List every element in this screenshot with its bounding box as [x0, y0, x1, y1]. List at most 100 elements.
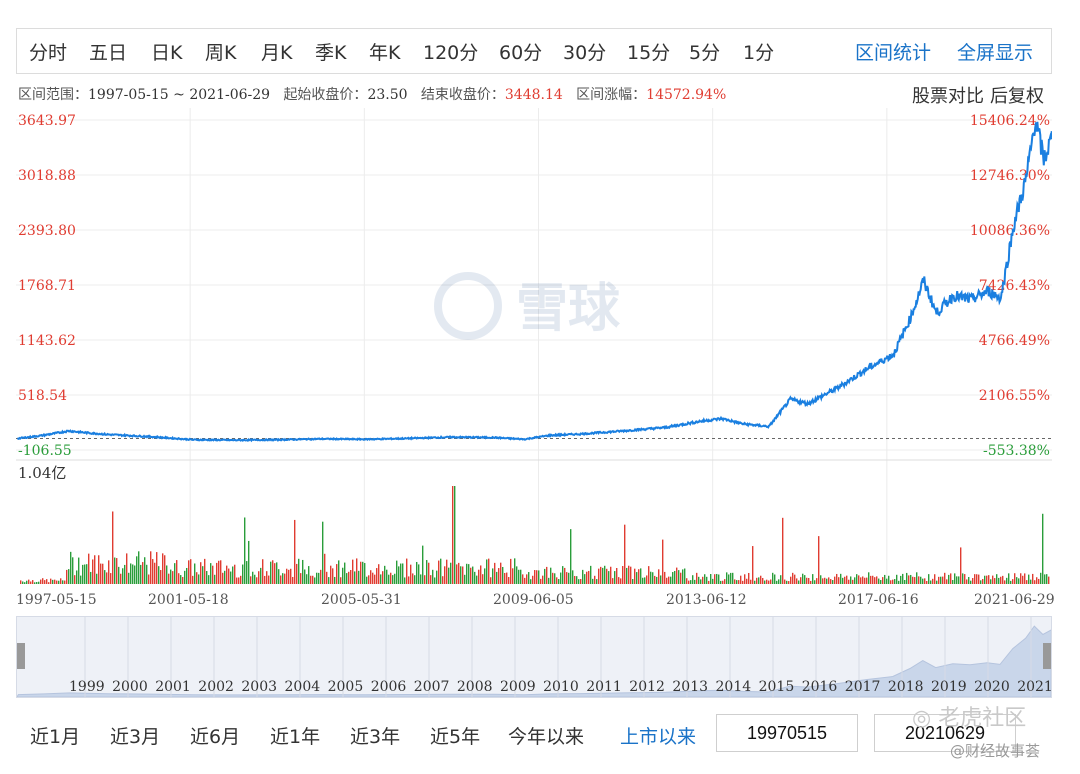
- volume-bar: [360, 561, 362, 584]
- price-chart[interactable]: 3643.97 15406.24% 3018.88 12746.30% 2393.80 1…: [16, 108, 1054, 586]
- volume-bar: [784, 579, 786, 584]
- volume-bar: [168, 573, 170, 584]
- tab-week-k[interactable]: 周K: [205, 42, 237, 64]
- volume-bar: [996, 574, 998, 584]
- stock-compare-button[interactable]: 股票对比: [912, 86, 984, 107]
- volume-bar: [908, 575, 910, 584]
- volume-bar: [390, 572, 392, 584]
- volume-bar: [538, 570, 540, 584]
- volume-bar: [224, 570, 226, 584]
- navigator-area: [16, 625, 1052, 698]
- volume-bar: [84, 564, 86, 584]
- tab-60min[interactable]: 60分: [499, 42, 543, 64]
- volume-bar: [98, 555, 100, 584]
- volume-bar: [786, 580, 788, 584]
- volume-bar: [712, 578, 714, 584]
- volume-bar: [28, 579, 30, 584]
- volume-bar: [118, 566, 120, 584]
- volume-bar: [388, 574, 390, 584]
- tab-5min[interactable]: 5分: [689, 42, 721, 64]
- tab-1min[interactable]: 1分: [743, 42, 775, 64]
- tab-fenshi[interactable]: 分时: [29, 42, 68, 64]
- volume-bar: [918, 576, 920, 584]
- navigator-year-label: 2004: [285, 679, 321, 695]
- tab-15min[interactable]: 15分: [627, 42, 671, 64]
- volume-bar: [34, 582, 36, 584]
- navigator-year-label: 2010: [543, 679, 579, 695]
- volume-bar: [554, 573, 556, 584]
- volume-bar: [200, 562, 202, 584]
- volume-bar: [66, 569, 68, 584]
- volume-bar: [444, 566, 446, 584]
- volume-bar: [658, 569, 660, 584]
- volume-bar: [790, 576, 792, 584]
- volume-bar: [96, 573, 98, 584]
- volume-bar: [376, 568, 378, 584]
- volume-bar: [120, 573, 122, 584]
- volume-bar: [694, 579, 696, 584]
- volume-bar: [450, 562, 452, 584]
- tab-season-k[interactable]: 季K: [315, 42, 347, 64]
- start-date-input[interactable]: 19970515: [716, 714, 858, 752]
- volume-bar: [440, 558, 442, 584]
- volume-bar: [754, 580, 756, 584]
- volume-bar: [588, 570, 590, 584]
- volume-bar: [86, 564, 88, 584]
- end-date-input[interactable]: 20210629: [874, 714, 1016, 752]
- volume-bar: [540, 578, 542, 584]
- period-3m[interactable]: 近3月: [110, 726, 161, 748]
- volume-bar: [704, 574, 706, 584]
- volume-bar: [408, 576, 410, 584]
- tab-wuri[interactable]: 五日: [89, 42, 128, 64]
- navigator-year-label: 2009: [500, 679, 536, 695]
- back-adjust-button[interactable]: 后复权: [990, 86, 1044, 107]
- volume-bar: [72, 557, 74, 584]
- volume-bar: [252, 571, 254, 584]
- volume-bar: [926, 580, 928, 584]
- volume-bar: [512, 568, 514, 584]
- price-chart-svg: 3643.97 15406.24% 3018.88 12746.30% 2393.80 1…: [16, 108, 1054, 584]
- volume-bar: [732, 572, 734, 584]
- period-3y[interactable]: 近3年: [350, 726, 401, 748]
- volume-bar: [362, 561, 364, 584]
- volume-bar: [520, 569, 522, 584]
- range-navigator[interactable]: 1999 2000 2001 2002 2003 2004 2005 2006 2007 2008…: [16, 616, 1075, 698]
- volume-bar: [340, 577, 342, 584]
- navigator-svg: 1999 2000 2001 2002 2003 2004 2005 2006 2007 2008…: [16, 617, 1075, 698]
- volume-bar: [214, 574, 216, 584]
- fullscreen-link[interactable]: 全屏显示: [957, 42, 1034, 64]
- volume-bar: [646, 575, 648, 584]
- volume-bar: [620, 578, 622, 584]
- tab-day-k[interactable]: 日K: [151, 42, 183, 64]
- volume-bar: [106, 572, 108, 584]
- volume-bar: [80, 575, 82, 584]
- interval-stats-link[interactable]: 区间统计: [855, 42, 932, 64]
- volume-bar: [88, 553, 90, 584]
- tab-month-k[interactable]: 月K: [261, 42, 293, 64]
- period-1m[interactable]: 近1月: [30, 726, 81, 748]
- volume-bar: [410, 564, 412, 584]
- volume-bar: [522, 574, 524, 584]
- volume-bar: [344, 562, 346, 584]
- volume-bar: [796, 578, 798, 584]
- volume-bar: [802, 573, 804, 584]
- tab-120min[interactable]: 120分: [423, 42, 479, 64]
- tab-30min[interactable]: 30分: [563, 42, 607, 64]
- y-left-tick: 518.54: [18, 388, 67, 404]
- volume-bar: [634, 568, 636, 584]
- volume-bar: [190, 559, 192, 584]
- period-ytd[interactable]: 今年以来: [508, 726, 585, 748]
- change-label: 区间涨幅：: [576, 87, 647, 103]
- volume-bar: [158, 566, 160, 584]
- tab-year-k[interactable]: 年K: [369, 42, 401, 64]
- volume-bar: [560, 572, 562, 584]
- volume-bar: [826, 578, 828, 584]
- period-since-listing[interactable]: 上市以来: [620, 726, 697, 748]
- volume-bar: [778, 579, 780, 584]
- volume-bar: [194, 563, 196, 584]
- volume-bar: [366, 576, 368, 584]
- period-6m[interactable]: 近6月: [190, 726, 241, 748]
- volume-bar: [988, 575, 990, 584]
- period-5y[interactable]: 近5年: [430, 726, 481, 748]
- period-1y[interactable]: 近1年: [270, 726, 321, 748]
